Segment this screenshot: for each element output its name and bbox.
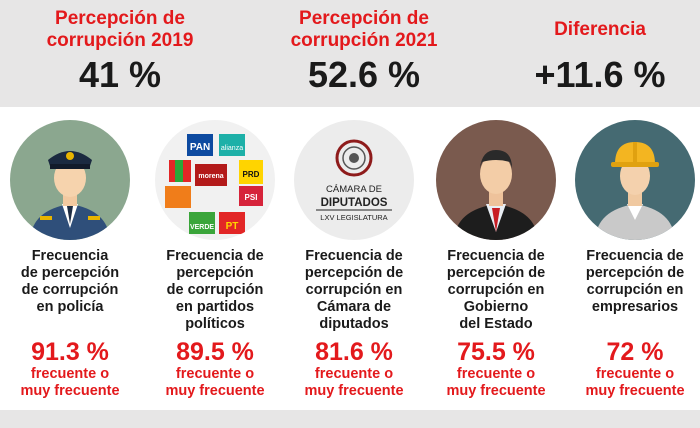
metric-2019-label: Percepción de corrupción 2019 (46, 8, 194, 51)
svg-text:DIPUTADOS: DIPUTADOS (321, 197, 388, 209)
card-empresarios: Frecuencia de percepción de corrupción en e… (565, 120, 700, 400)
metric-2019: Percepción de corrupción 2019 41 % (20, 8, 220, 96)
metric-difference-value: +11.6 % (534, 54, 666, 95)
card-description: Frecuencia de percepción de corrupción en G… (446, 248, 546, 332)
footer-band (0, 410, 700, 428)
card-description: Frecuencia de percepción de corrupción en p… (166, 248, 264, 332)
card-description: Frecuencia de percepción de corrupción en p… (20, 248, 120, 315)
svg-text:morena: morena (198, 173, 223, 180)
card-gobierno-estado: Frecuencia de percepción de corrupción en G… (426, 120, 566, 400)
metric-2021-label: Percepción de corrupción 2021 (290, 8, 438, 51)
political-parties-logos-icon: PAN alianza morena PRD PSI VERDE PT (155, 120, 275, 240)
metric-difference: Diferencia +11.6 % (500, 19, 700, 96)
card-camara-diputados: CÁMARA DE DIPUTADOS LXV LEGISLATURA Frec… (284, 120, 424, 400)
metric-2021-value: 52.6 % (307, 54, 421, 95)
svg-text:LXV LEGISLATURA: LXV LEGISLATURA (320, 213, 387, 222)
card-frequency-note: frecuente o muy frecuente (20, 366, 120, 399)
card-percentage: 81.6 % (315, 338, 393, 366)
summary-panel: Percepción de corrupción 2019 41 % Perce… (0, 0, 700, 107)
svg-text:VERDE: VERDE (190, 224, 214, 231)
government-official-icon (436, 120, 556, 240)
card-description: Frecuencia de percepción de corrupción en e… (585, 248, 685, 315)
card-percentage: 89.5 % (176, 338, 254, 366)
svg-text:CÁMARA DE: CÁMARA DE (326, 184, 382, 195)
metric-2021: Percepción de corrupción 2021 52.6 % (264, 8, 464, 96)
card-policia: Frecuencia de percepción de corrupción en p… (0, 120, 140, 400)
card-description: Frecuencia de percepción de corrupción en C… (304, 248, 404, 332)
card-percentage: 72 % (606, 338, 664, 366)
svg-text:PT: PT (226, 221, 239, 232)
police-officer-icon (10, 120, 130, 240)
card-partidos-politicos: PAN alianza morena PRD PSI VERDE PT Frec… (145, 120, 285, 400)
card-frequency-note: frecuente o muy frecuente (304, 366, 404, 399)
svg-text:PRD: PRD (243, 170, 260, 179)
businesswoman-hardhat-icon (575, 120, 695, 240)
card-frequency-note: frecuente o muy frecuente (585, 366, 685, 399)
card-percentage: 75.5 % (457, 338, 535, 366)
card-percentage: 91.3 % (31, 338, 109, 366)
chamber-of-deputies-logo-icon: CÁMARA DE DIPUTADOS LXV LEGISLATURA (294, 120, 414, 240)
svg-text:PSI: PSI (245, 193, 258, 202)
svg-text:alianza: alianza (221, 145, 243, 152)
card-frequency-note: frecuente o muy frecuente (165, 366, 265, 399)
metric-difference-label: Diferencia (554, 19, 646, 40)
card-frequency-note: frecuente o muy frecuente (446, 366, 546, 399)
svg-text:PAN: PAN (190, 142, 210, 153)
metric-2019-value: 41 % (78, 54, 162, 95)
